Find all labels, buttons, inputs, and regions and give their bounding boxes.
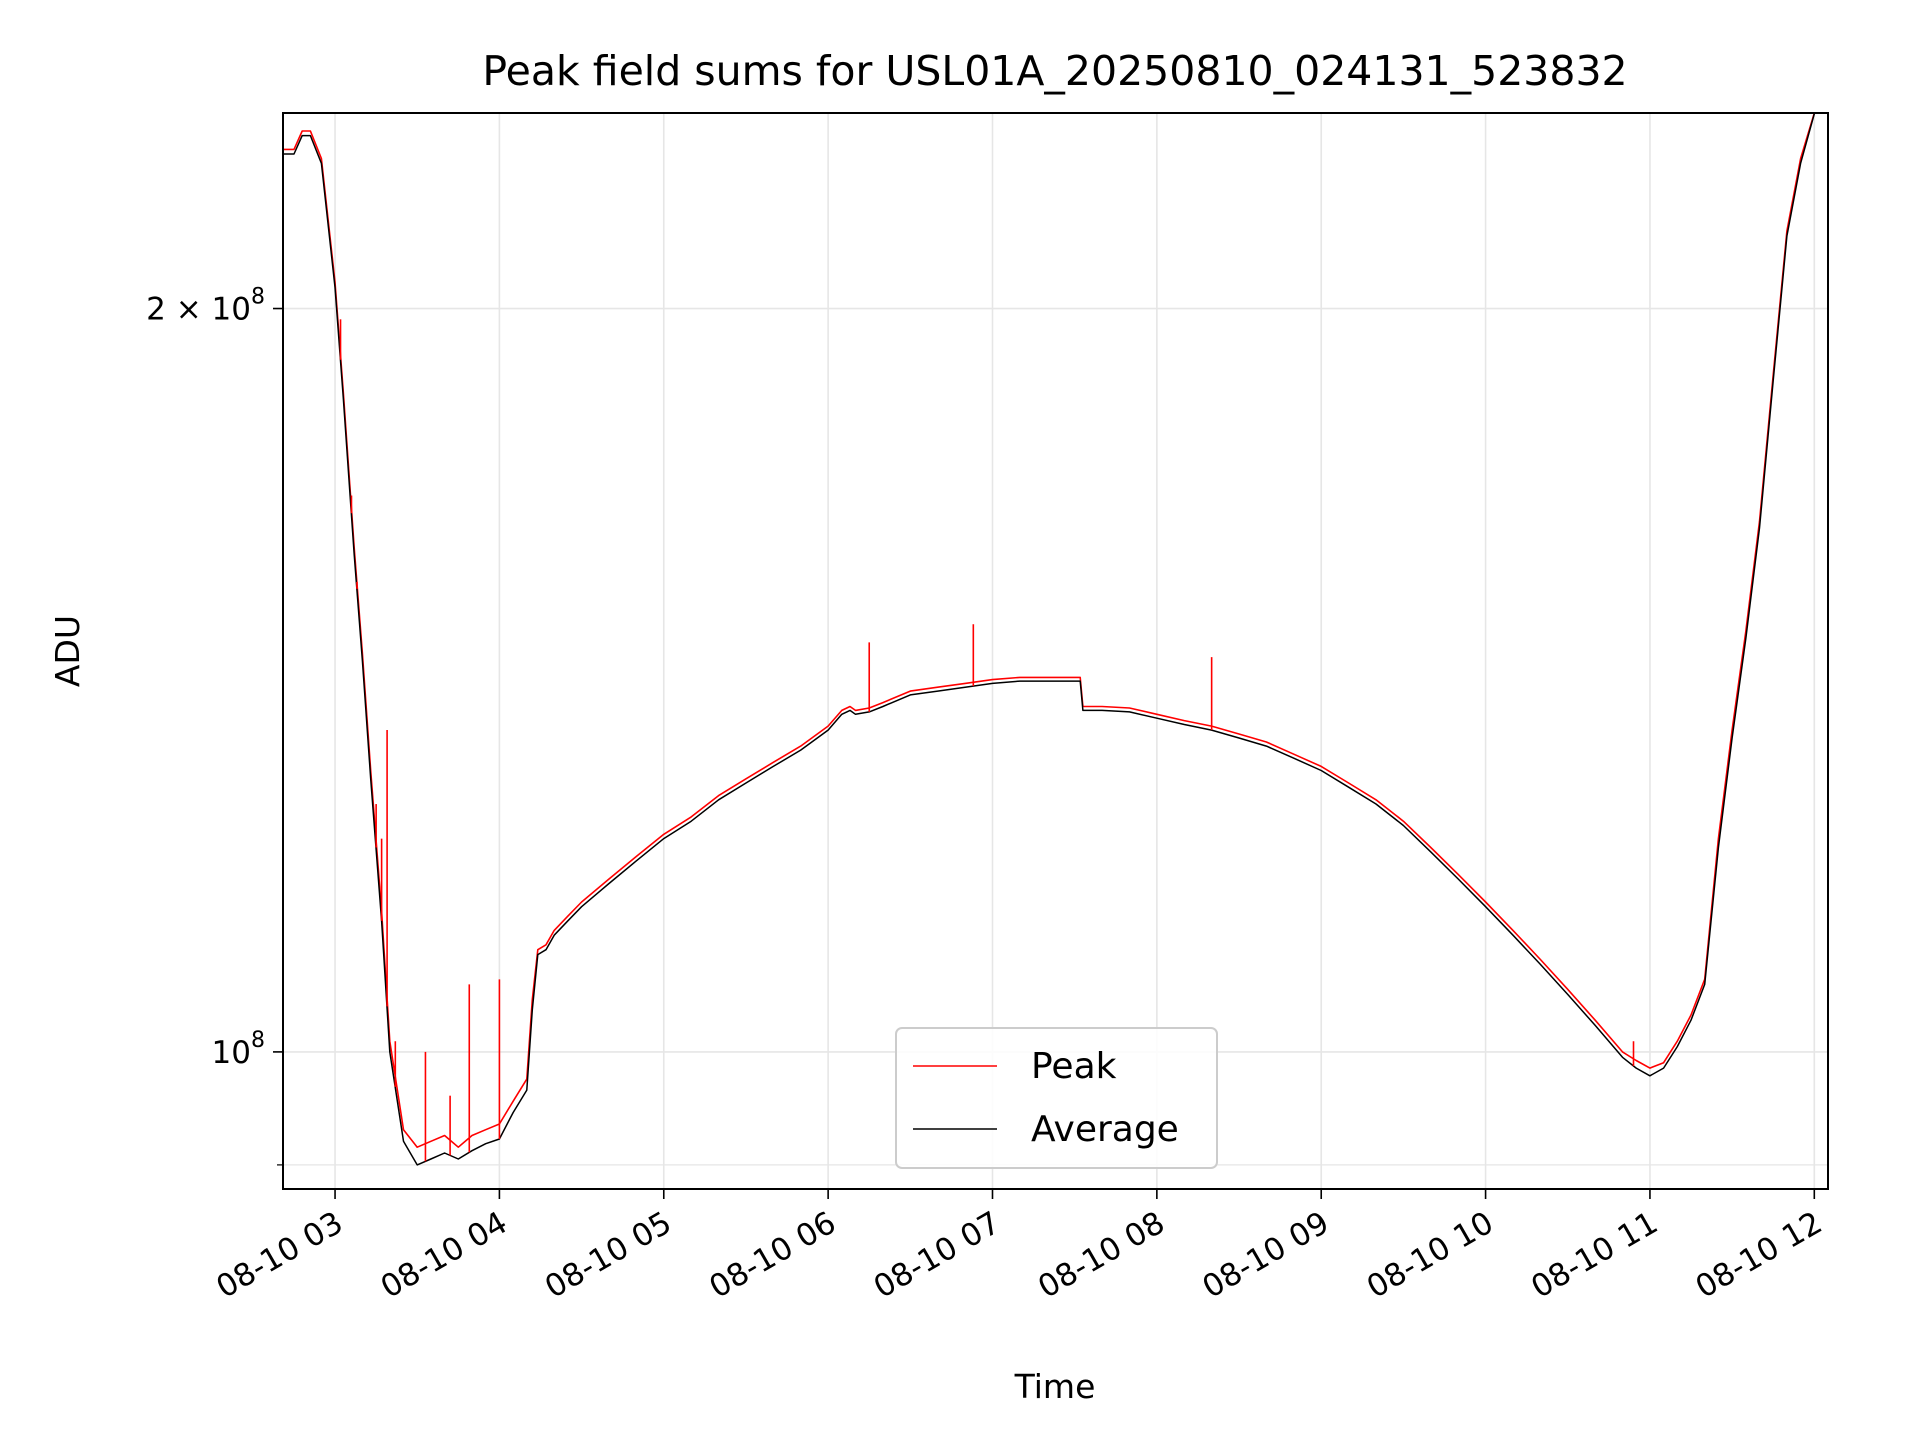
y-tick-base: 10 <box>212 1035 251 1071</box>
legend-label-peak: Peak <box>1031 1046 1117 1087</box>
chart-title: Peak field sums for USL01A_20250810_0241… <box>482 47 1627 95</box>
series-line-peak <box>283 113 1816 1148</box>
plot-frame <box>282 112 1829 1190</box>
legend-label-average: Average <box>1031 1109 1179 1150</box>
x-axis-label: Time <box>1014 1367 1096 1406</box>
y-tick-exponent: 8 <box>251 285 265 310</box>
y-axis-label: ADU <box>48 615 87 687</box>
y-tick-base: 10 <box>212 292 251 328</box>
legend: Peak Average <box>895 1027 1218 1169</box>
y-tick-label: 108 <box>212 1028 265 1071</box>
y-tick-coefficient: 2 × <box>146 292 211 328</box>
legend-box <box>895 1027 1218 1169</box>
series-layer <box>283 113 1816 1166</box>
series-line-average <box>283 113 1816 1166</box>
y-tick-label: 2 × 108 <box>146 285 265 328</box>
y-tick-exponent: 8 <box>251 1028 265 1053</box>
